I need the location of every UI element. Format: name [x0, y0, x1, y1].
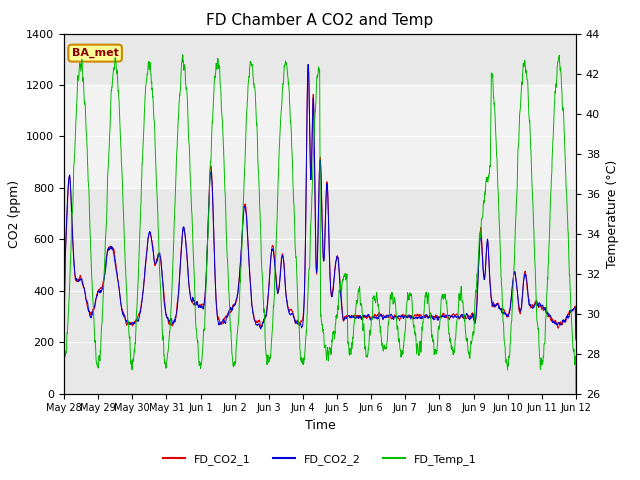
- Legend: FD_CO2_1, FD_CO2_2, FD_Temp_1: FD_CO2_1, FD_CO2_2, FD_Temp_1: [159, 450, 481, 469]
- Y-axis label: Temperature (°C): Temperature (°C): [605, 159, 618, 268]
- Bar: [64, 85, 576, 188]
- X-axis label: Time: Time: [305, 419, 335, 432]
- Title: FD Chamber A CO2 and Temp: FD Chamber A CO2 and Temp: [206, 13, 434, 28]
- Y-axis label: CO2 (ppm): CO2 (ppm): [8, 180, 20, 248]
- Text: BA_met: BA_met: [72, 48, 118, 58]
